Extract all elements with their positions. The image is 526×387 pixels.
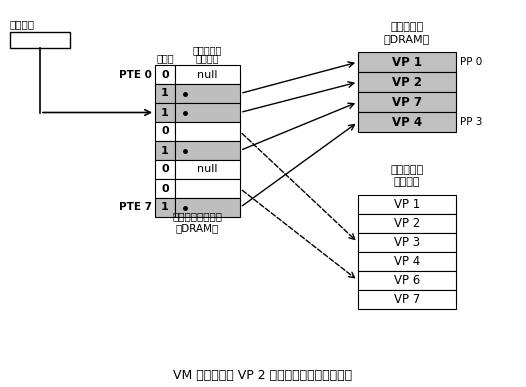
Bar <box>155 179 175 198</box>
Text: VP 6: VP 6 <box>394 274 420 287</box>
Text: 0: 0 <box>161 127 169 137</box>
Text: VM 页命中。对 VP 2 中一个字的引用就会命中: VM 页命中。对 VP 2 中一个字的引用就会命中 <box>174 369 352 382</box>
Text: 0: 0 <box>161 183 169 194</box>
Bar <box>358 112 456 132</box>
Bar <box>358 252 456 271</box>
Bar <box>358 52 456 72</box>
Text: null: null <box>197 164 218 175</box>
Bar <box>175 198 240 217</box>
Bar <box>155 160 175 179</box>
Bar <box>175 103 240 122</box>
Text: PP 3: PP 3 <box>460 117 482 127</box>
Text: null: null <box>197 70 218 79</box>
Text: VP 1: VP 1 <box>392 55 422 68</box>
Text: 1: 1 <box>161 202 169 212</box>
Text: VP 1: VP 1 <box>394 198 420 211</box>
Bar <box>358 92 456 112</box>
Bar <box>358 290 456 309</box>
Bar <box>358 214 456 233</box>
Bar <box>358 72 456 92</box>
Bar <box>358 233 456 252</box>
Bar <box>155 198 175 217</box>
Bar <box>175 160 240 179</box>
Text: VP 7: VP 7 <box>394 293 420 306</box>
Text: PP 0: PP 0 <box>460 57 482 67</box>
Text: VP 2: VP 2 <box>394 217 420 230</box>
Text: 物理页号或: 物理页号或 <box>193 45 222 55</box>
Bar <box>155 84 175 103</box>
Text: 磁盘地址: 磁盘地址 <box>196 53 219 63</box>
Bar <box>175 65 240 84</box>
Bar <box>155 103 175 122</box>
Bar <box>358 195 456 214</box>
Text: 常驻存储器的页表: 常驻存储器的页表 <box>173 211 222 221</box>
Text: PTE 0: PTE 0 <box>119 70 152 79</box>
Text: 有效位: 有效位 <box>156 53 174 63</box>
Bar <box>155 122 175 141</box>
Bar <box>175 84 240 103</box>
Text: （DRAM）: （DRAM） <box>384 34 430 44</box>
Text: VP 3: VP 3 <box>394 236 420 249</box>
Text: （DRAM）: （DRAM） <box>176 223 219 233</box>
Bar <box>155 141 175 160</box>
Text: 虚拟存储器: 虚拟存储器 <box>390 165 423 175</box>
Text: 1: 1 <box>161 108 169 118</box>
Text: 虚拟地址: 虚拟地址 <box>10 19 35 29</box>
Text: PTE 7: PTE 7 <box>119 202 152 212</box>
Bar <box>358 271 456 290</box>
Text: 1: 1 <box>161 146 169 156</box>
Bar <box>175 122 240 141</box>
Text: VP 7: VP 7 <box>392 96 422 108</box>
Text: VP 4: VP 4 <box>394 255 420 268</box>
Bar <box>175 141 240 160</box>
Bar <box>155 65 175 84</box>
Text: 0: 0 <box>161 164 169 175</box>
Bar <box>175 179 240 198</box>
Text: 物理存储器: 物理存储器 <box>390 22 423 32</box>
Text: 0: 0 <box>161 70 169 79</box>
Text: VP 4: VP 4 <box>392 115 422 128</box>
Bar <box>10 32 70 48</box>
Text: 1: 1 <box>161 89 169 99</box>
Text: （磁盘）: （磁盘） <box>394 177 420 187</box>
Text: VP 2: VP 2 <box>392 75 422 89</box>
